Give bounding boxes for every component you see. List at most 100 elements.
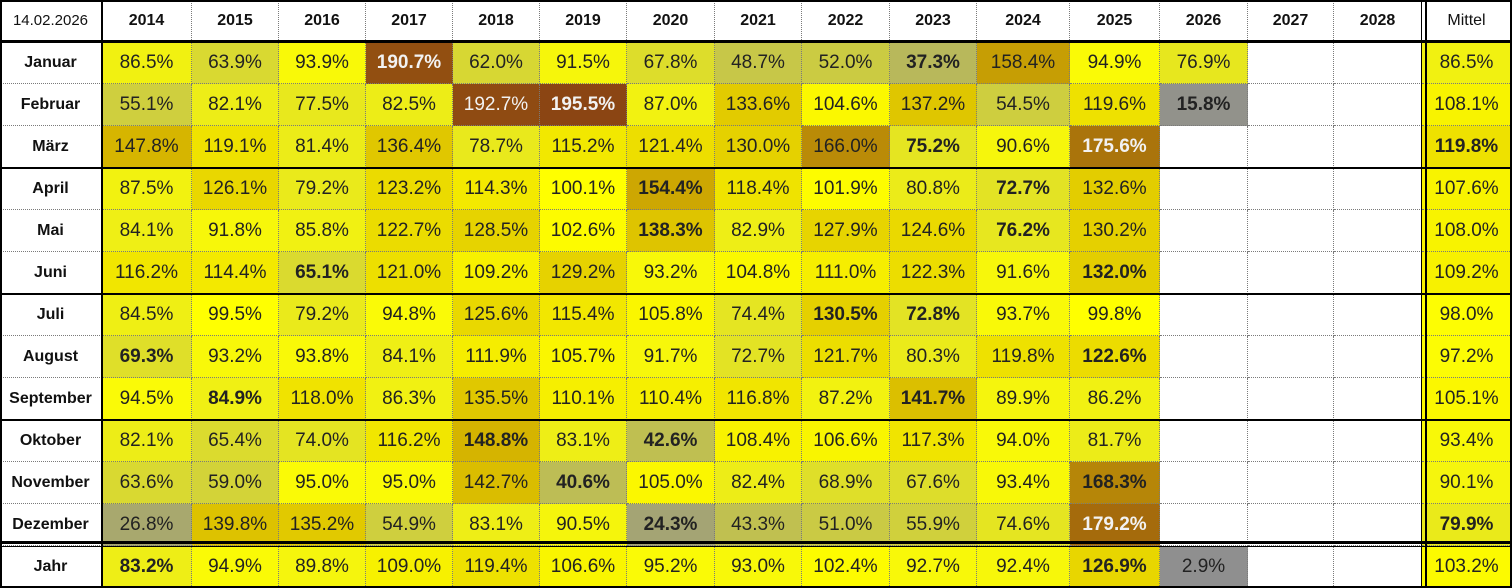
jahr-cell-2025: 126.9% bbox=[1070, 546, 1160, 588]
juni-cell-2014: 116.2% bbox=[102, 252, 192, 294]
april-mean-cell: 107.6% bbox=[1422, 168, 1512, 210]
oktober-cell-2014: 82.1% bbox=[102, 420, 192, 462]
juni-cell-2016: 65.1% bbox=[279, 252, 366, 294]
januar-cell-2023: 37.3% bbox=[890, 42, 977, 84]
märz-cell-2017: 136.4% bbox=[366, 126, 453, 168]
april-cell-2021: 118.4% bbox=[715, 168, 802, 210]
row-label-oktober: Oktober bbox=[0, 420, 102, 462]
column-header-2015: 2015 bbox=[192, 0, 279, 42]
januar-cell-2024: 158.4% bbox=[977, 42, 1070, 84]
märz-cell-2018: 78.7% bbox=[453, 126, 540, 168]
märz-cell-2014: 147.8% bbox=[102, 126, 192, 168]
mai-cell-2026 bbox=[1160, 210, 1248, 252]
juli-cell-2018: 125.6% bbox=[453, 294, 540, 336]
november-cell-2018: 142.7% bbox=[453, 462, 540, 504]
november-cell-2028 bbox=[1334, 462, 1422, 504]
dezember-cell-2015: 139.8% bbox=[192, 504, 279, 546]
juli-cell-2021: 74.4% bbox=[715, 294, 802, 336]
oktober-cell-2025: 81.7% bbox=[1070, 420, 1160, 462]
september-cell-2020: 110.4% bbox=[627, 378, 715, 420]
column-header-2027: 2027 bbox=[1248, 0, 1334, 42]
november-cell-2026 bbox=[1160, 462, 1248, 504]
jahr-cell-2026: 2.9% bbox=[1160, 546, 1248, 588]
row-label-januar: Januar bbox=[0, 42, 102, 84]
januar-cell-2021: 48.7% bbox=[715, 42, 802, 84]
juni-cell-2027 bbox=[1248, 252, 1334, 294]
november-cell-2019: 40.6% bbox=[540, 462, 627, 504]
november-cell-2024: 93.4% bbox=[977, 462, 1070, 504]
oktober-cell-2015: 65.4% bbox=[192, 420, 279, 462]
november-cell-2025: 168.3% bbox=[1070, 462, 1160, 504]
februar-cell-2018: 192.7% bbox=[453, 84, 540, 126]
mai-cell-2019: 102.6% bbox=[540, 210, 627, 252]
november-cell-2022: 68.9% bbox=[802, 462, 890, 504]
juli-cell-2025: 99.8% bbox=[1070, 294, 1160, 336]
april-cell-2018: 114.3% bbox=[453, 168, 540, 210]
november-cell-2021: 82.4% bbox=[715, 462, 802, 504]
juni-cell-2022: 111.0% bbox=[802, 252, 890, 294]
januar-cell-2026: 76.9% bbox=[1160, 42, 1248, 84]
mai-cell-2018: 128.5% bbox=[453, 210, 540, 252]
august-mean-cell: 97.2% bbox=[1422, 336, 1512, 378]
september-cell-2019: 110.1% bbox=[540, 378, 627, 420]
mai-cell-2016: 85.8% bbox=[279, 210, 366, 252]
august-cell-2018: 111.9% bbox=[453, 336, 540, 378]
april-cell-2016: 79.2% bbox=[279, 168, 366, 210]
november-cell-2023: 67.6% bbox=[890, 462, 977, 504]
april-cell-2015: 126.1% bbox=[192, 168, 279, 210]
juni-cell-2025: 132.0% bbox=[1070, 252, 1160, 294]
februar-cell-2016: 77.5% bbox=[279, 84, 366, 126]
april-cell-2023: 80.8% bbox=[890, 168, 977, 210]
juni-cell-2021: 104.8% bbox=[715, 252, 802, 294]
jahr-cell-2015: 94.9% bbox=[192, 546, 279, 588]
column-header-mean: Mittel bbox=[1422, 0, 1512, 42]
juni-cell-2026 bbox=[1160, 252, 1248, 294]
jahr-cell-2021: 93.0% bbox=[715, 546, 802, 588]
juli-cell-2026 bbox=[1160, 294, 1248, 336]
märz-cell-2015: 119.1% bbox=[192, 126, 279, 168]
juli-cell-2027 bbox=[1248, 294, 1334, 336]
column-header-2024: 2024 bbox=[977, 0, 1070, 42]
column-header-2019: 2019 bbox=[540, 0, 627, 42]
row-label-november: November bbox=[0, 462, 102, 504]
november-cell-2027 bbox=[1248, 462, 1334, 504]
juli-cell-2014: 84.5% bbox=[102, 294, 192, 336]
jahr-cell-2016: 89.8% bbox=[279, 546, 366, 588]
januar-cell-2019: 91.5% bbox=[540, 42, 627, 84]
column-header-2021: 2021 bbox=[715, 0, 802, 42]
november-cell-2016: 95.0% bbox=[279, 462, 366, 504]
juni-cell-2015: 114.4% bbox=[192, 252, 279, 294]
august-cell-2021: 72.7% bbox=[715, 336, 802, 378]
oktober-cell-2021: 108.4% bbox=[715, 420, 802, 462]
jahr-cell-2027 bbox=[1248, 546, 1334, 588]
januar-cell-2022: 52.0% bbox=[802, 42, 890, 84]
oktober-cell-2027 bbox=[1248, 420, 1334, 462]
januar-cell-2028 bbox=[1334, 42, 1422, 84]
jahr-cell-2019: 106.6% bbox=[540, 546, 627, 588]
märz-cell-2023: 75.2% bbox=[890, 126, 977, 168]
column-header-2028: 2028 bbox=[1334, 0, 1422, 42]
april-cell-2019: 100.1% bbox=[540, 168, 627, 210]
jahr-cell-2014: 83.2% bbox=[102, 546, 192, 588]
dezember-cell-2016: 135.2% bbox=[279, 504, 366, 546]
august-cell-2014: 69.3% bbox=[102, 336, 192, 378]
april-cell-2020: 154.4% bbox=[627, 168, 715, 210]
oktober-cell-2016: 74.0% bbox=[279, 420, 366, 462]
jahr-cell-2017: 109.0% bbox=[366, 546, 453, 588]
mai-cell-2025: 130.2% bbox=[1070, 210, 1160, 252]
märz-cell-2025: 175.6% bbox=[1070, 126, 1160, 168]
april-cell-2014: 87.5% bbox=[102, 168, 192, 210]
column-header-2026: 2026 bbox=[1160, 0, 1248, 42]
juli-cell-2028 bbox=[1334, 294, 1422, 336]
jahr-mean-cell: 103.2% bbox=[1422, 546, 1512, 588]
dezember-mean-cell: 79.9% bbox=[1422, 504, 1512, 546]
märz-cell-2020: 121.4% bbox=[627, 126, 715, 168]
februar-cell-2023: 137.2% bbox=[890, 84, 977, 126]
quarter-divider-1 bbox=[0, 167, 1512, 169]
september-cell-2021: 116.8% bbox=[715, 378, 802, 420]
februar-cell-2026: 15.8% bbox=[1160, 84, 1248, 126]
august-cell-2024: 119.8% bbox=[977, 336, 1070, 378]
column-header-2016: 2016 bbox=[279, 0, 366, 42]
oktober-cell-2026 bbox=[1160, 420, 1248, 462]
juli-cell-2023: 72.8% bbox=[890, 294, 977, 336]
